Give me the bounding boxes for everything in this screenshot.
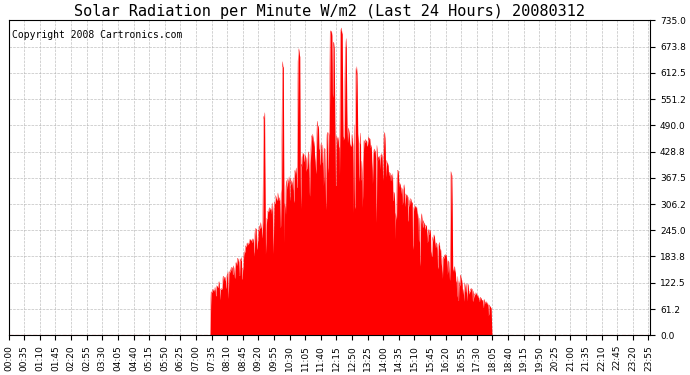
Title: Solar Radiation per Minute W/m2 (Last 24 Hours) 20080312: Solar Radiation per Minute W/m2 (Last 24… <box>74 4 585 19</box>
Text: Copyright 2008 Cartronics.com: Copyright 2008 Cartronics.com <box>12 30 182 40</box>
